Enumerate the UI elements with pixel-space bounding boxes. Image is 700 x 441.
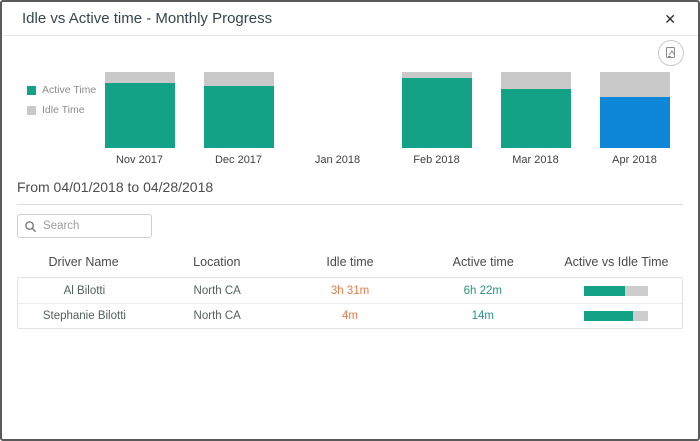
active-segment (104, 82, 175, 148)
active-segment-selected (599, 97, 670, 148)
stacked-bar-chart: Active Time Idle Time Nov 2017 Dec (2, 72, 698, 166)
table-row[interactable]: Stephanie Bilotti North CA 4m 14m (18, 303, 682, 328)
month-label: Apr 2018 (612, 154, 657, 166)
legend-label-active: Active Time (42, 84, 97, 96)
bar-dec-2017[interactable]: Dec 2017 (189, 72, 288, 166)
bar-feb-2018[interactable]: Feb 2018 (387, 72, 486, 166)
idle-segment (500, 72, 571, 89)
legend-label-idle: Idle Time (42, 104, 85, 116)
column-header-idle-time: Idle time (326, 255, 374, 269)
table-header-row: Driver Name Location Idle time Active ti… (17, 248, 683, 277)
cell-location: North CA (193, 310, 241, 322)
column-header-driver-name: Driver Name (48, 255, 119, 269)
table-row[interactable]: Al Bilotti North CA 3h 31m 6h 22m (18, 278, 682, 303)
active-vs-idle-progress-bar (583, 285, 648, 296)
legend-item-idle-time[interactable]: Idle Time (27, 104, 90, 116)
idle-time-swatch-icon (27, 105, 36, 115)
cell-active-time: 6h 22m (463, 284, 502, 297)
search-input[interactable] (43, 220, 145, 232)
active-vs-idle-progress-bar (583, 311, 648, 321)
cell-idle-time: 4m (342, 310, 358, 322)
date-range-heading: From 04/01/2018 to 04/28/2018 (17, 179, 683, 205)
bar-nov-2017[interactable]: Nov 2017 (90, 72, 189, 166)
active-segment (203, 85, 274, 148)
bar-stack (303, 72, 373, 148)
close-icon[interactable]: ✕ (664, 10, 676, 27)
export-image-icon (666, 47, 675, 58)
cell-active-vs-idle (549, 285, 682, 296)
bars-area: Nov 2017 Dec 2017 Jan 2018 (90, 72, 698, 166)
column-header-active-vs-idle: Active vs Idle Time (564, 255, 669, 269)
legend-item-active-time[interactable]: Active Time (27, 84, 96, 96)
month-label: Nov 2017 (115, 154, 164, 166)
drivers-table: Driver Name Location Idle time Active ti… (17, 248, 683, 329)
cell-location: North CA (193, 284, 241, 297)
bar-jan-2018[interactable]: Jan 2018 (288, 72, 387, 166)
bar-mar-2018[interactable]: Mar 2018 (486, 72, 585, 166)
bar-stack (104, 72, 175, 148)
cell-driver-name: Al Bilotti (63, 284, 106, 297)
cell-idle-time: 3h 31m (330, 284, 370, 297)
bar-apr-2018-selected[interactable]: Apr 2018 (585, 72, 684, 166)
cell-driver-name: Stephanie Bilotti (42, 310, 126, 322)
idle-segment (203, 72, 274, 86)
search-box[interactable] (17, 214, 152, 238)
progress-fill (583, 285, 625, 296)
dialog-title: Idle vs Active time - Monthly Progress (22, 10, 273, 27)
progress-fill (583, 311, 634, 321)
export-button[interactable] (658, 40, 684, 66)
month-label: Dec 2017 (214, 154, 263, 166)
bar-stack (500, 72, 571, 148)
idle-segment (599, 72, 670, 98)
active-time-swatch-icon (27, 85, 36, 95)
chart-legend: Active Time Idle Time (2, 72, 96, 166)
bar-stack (401, 72, 472, 148)
month-label: Mar 2018 (512, 154, 559, 166)
active-segment (401, 78, 472, 148)
bar-stack (203, 72, 274, 148)
cell-active-time: 14m (471, 310, 494, 322)
cell-active-vs-idle (549, 311, 682, 321)
bar-stack (599, 72, 670, 148)
column-header-location: Location (193, 255, 241, 269)
table-body: Al Bilotti North CA 3h 31m 6h 22m Stepha… (17, 277, 683, 329)
search-icon (25, 220, 37, 232)
idle-segment (104, 72, 175, 83)
month-label: Jan 2018 (314, 154, 361, 166)
month-label: Feb 2018 (413, 154, 460, 166)
active-segment (500, 88, 571, 148)
idle-segment (401, 72, 472, 79)
dialog-header: Idle vs Active time - Monthly Progress ✕ (2, 2, 698, 36)
column-header-active-time: Active time (452, 255, 514, 269)
